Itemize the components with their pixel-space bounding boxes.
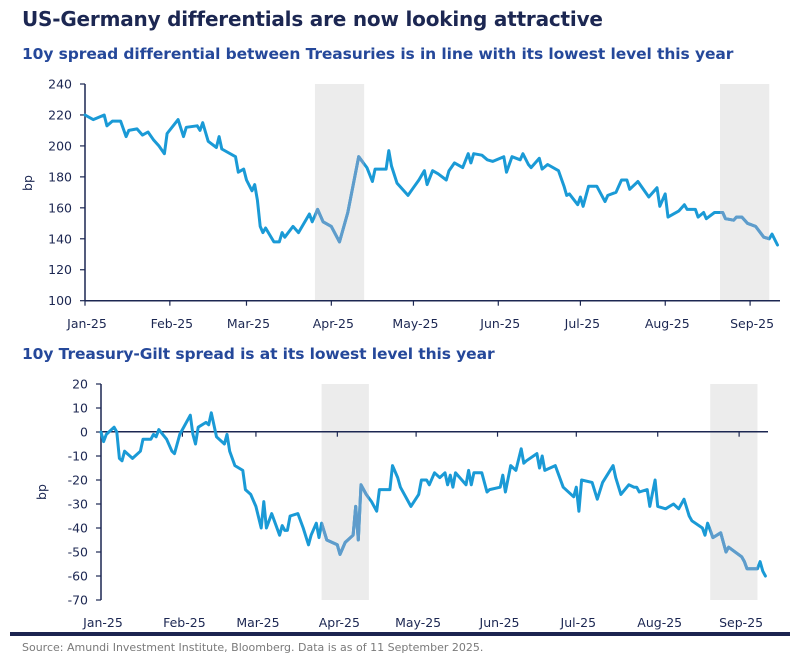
chart2-title: 10y Treasury-Gilt spread is at its lowes…	[22, 345, 495, 363]
y-tick-label: -50	[68, 545, 88, 560]
shaded-period	[314, 84, 365, 301]
y-axis-label: bp	[34, 484, 49, 500]
y-tick-label: -30	[68, 497, 88, 512]
y-tick-label: 160	[48, 200, 72, 215]
y-tick-label: -40	[68, 521, 88, 536]
x-tick-label: Jan-25	[82, 615, 123, 630]
chart-2: 20 10 0 -10 -20 -30 -40 -50 -60 -70 bp Jan-25 Feb-25…	[34, 377, 768, 630]
x-tick-label: Mar-25	[227, 316, 270, 331]
y-tick-label: -20	[68, 473, 88, 488]
x-tick-label: Jan-25	[66, 316, 107, 331]
x-tick-label: Aug-25	[637, 615, 682, 630]
x-tick-label: Mar-25	[236, 615, 279, 630]
shaded-period	[710, 384, 758, 600]
y-tick-label: 0	[80, 425, 88, 440]
x-tick-label: Apr-25	[313, 316, 354, 331]
x-tick-label: Jun-25	[479, 316, 520, 331]
x-tick-label: Apr-25	[319, 615, 360, 630]
y-tick-label: -60	[68, 569, 88, 584]
series-line-shaded-segment	[321, 411, 758, 578]
y-tick-label: -70	[68, 593, 88, 608]
x-tick-label: Jun-25	[479, 615, 520, 630]
y-tick-label: 10	[72, 401, 88, 416]
x-tick-label: Jul-25	[564, 316, 601, 331]
x-tick-label: Aug-25	[645, 316, 690, 331]
x-tick-label: May-25	[395, 615, 441, 630]
y-tick-label: -10	[68, 449, 88, 464]
y-tick-label: 20	[72, 377, 88, 392]
page-title: US-Germany differentials are now looking…	[22, 7, 603, 31]
chart1-title: 10y spread differential between Treasuri…	[22, 45, 734, 63]
y-tick-label: 180	[48, 169, 72, 184]
series-line	[99, 411, 767, 578]
x-tick-label: May-25	[392, 316, 438, 331]
x-tick-label: Sep-25	[730, 316, 774, 331]
series-line-shaded-segment	[314, 113, 770, 247]
shaded-period	[719, 84, 770, 301]
x-tick-label: Feb-25	[151, 316, 194, 331]
y-tick-label: 240	[48, 77, 72, 92]
chart-1: 240 220 200 180 160 140 120 100 bp Jan-25 Feb-25 Ma…	[20, 77, 780, 331]
y-tick-label: 120	[48, 262, 72, 277]
footer-rule	[10, 632, 790, 636]
y-tick-label: 100	[48, 293, 72, 308]
y-tick-label: 200	[48, 138, 72, 153]
x-tick-label: Sep-25	[719, 615, 763, 630]
y-tick-label: 140	[48, 231, 72, 246]
x-tick-label: Feb-25	[163, 615, 206, 630]
series-line	[83, 113, 779, 247]
y-axis-label: bp	[20, 175, 35, 191]
x-tick-label: Jul-25	[560, 615, 597, 630]
source-note: Source: Amundi Investment Institute, Blo…	[22, 641, 484, 654]
y-tick-label: 220	[48, 107, 72, 122]
